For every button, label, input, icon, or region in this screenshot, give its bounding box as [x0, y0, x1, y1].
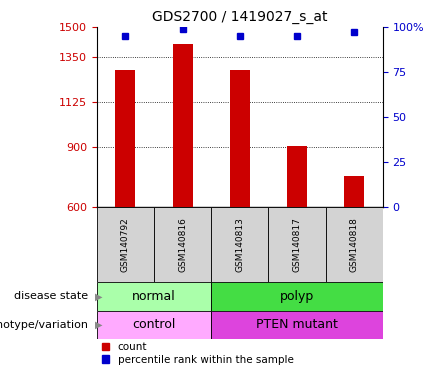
Legend: count, percentile rank within the sample: count, percentile rank within the sample — [102, 342, 293, 365]
Text: PTEN mutant: PTEN mutant — [256, 318, 338, 331]
Bar — [268, 207, 326, 282]
Title: GDS2700 / 1419027_s_at: GDS2700 / 1419027_s_at — [152, 10, 327, 25]
Bar — [97, 282, 211, 311]
Text: ▶: ▶ — [95, 319, 102, 329]
Bar — [115, 70, 136, 207]
Bar — [97, 311, 211, 339]
Bar — [230, 70, 250, 207]
Text: normal: normal — [132, 290, 176, 303]
Text: ▶: ▶ — [95, 291, 102, 301]
Text: GSM140818: GSM140818 — [350, 217, 359, 272]
Text: control: control — [132, 318, 176, 331]
Bar — [211, 207, 268, 282]
Text: polyp: polyp — [280, 290, 314, 303]
Text: genotype/variation: genotype/variation — [0, 319, 88, 329]
Text: disease state: disease state — [14, 291, 88, 301]
Bar — [326, 207, 383, 282]
Text: GSM140817: GSM140817 — [293, 217, 301, 272]
Bar — [97, 207, 154, 282]
Bar — [287, 146, 307, 207]
Bar — [172, 44, 193, 207]
Bar — [211, 282, 383, 311]
Text: GSM140813: GSM140813 — [235, 217, 244, 272]
Text: GSM140792: GSM140792 — [121, 217, 130, 272]
Bar — [344, 176, 364, 207]
Text: GSM140816: GSM140816 — [178, 217, 187, 272]
Bar — [154, 207, 211, 282]
Bar — [211, 311, 383, 339]
